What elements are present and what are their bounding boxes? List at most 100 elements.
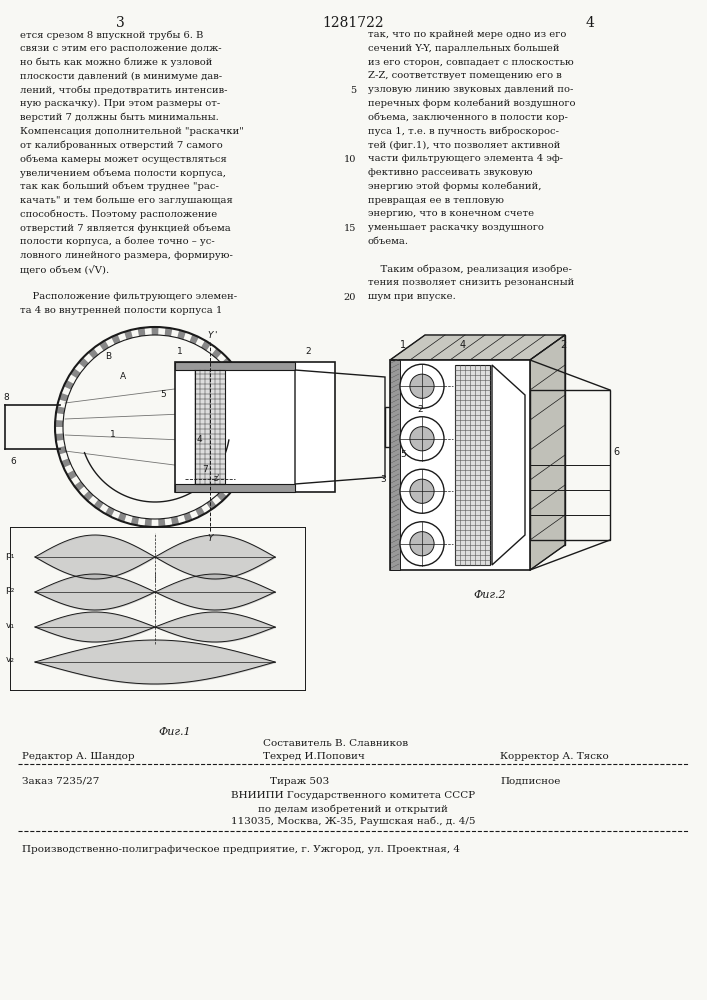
Text: та 4 во внутренней полости корпуса 1: та 4 во внутренней полости корпуса 1: [20, 306, 223, 315]
Text: 4: 4: [585, 16, 595, 30]
Text: ется срезом 8 впускной трубы 6. В: ется срезом 8 впускной трубы 6. В: [20, 30, 204, 39]
Text: Производственно-полиграфическое предприятие, г. Ужгород, ул. Проектная, 4: Производственно-полиграфическое предприя…: [22, 845, 460, 854]
Bar: [175, 484, 295, 492]
Text: 4: 4: [197, 435, 203, 444]
Polygon shape: [206, 499, 216, 510]
Text: объема.: объема.: [368, 237, 409, 246]
Text: 20: 20: [344, 293, 356, 302]
Text: Расположение фильтрующего элемен-: Расположение фильтрующего элемен-: [20, 292, 237, 301]
Polygon shape: [530, 335, 565, 570]
Text: качать" и тем больше его заглушающая: качать" и тем больше его заглушающая: [20, 196, 233, 205]
Text: сечений Y-Y, параллельных большей: сечений Y-Y, параллельных большей: [368, 44, 559, 53]
Text: шум при впуске.: шум при впуске.: [368, 292, 456, 301]
Polygon shape: [55, 420, 63, 427]
Text: 2: 2: [305, 347, 310, 356]
Text: энергию, что в конечном счете: энергию, что в конечном счете: [368, 209, 534, 218]
Text: p₁: p₁: [6, 550, 15, 560]
Text: v₂: v₂: [6, 656, 15, 664]
Text: 4: 4: [460, 340, 466, 350]
Polygon shape: [117, 512, 127, 522]
Text: 2: 2: [417, 405, 423, 414]
Polygon shape: [390, 335, 565, 360]
Text: пуса 1, т.е. в пучность виброскорос-: пуса 1, т.е. в пучность виброскорос-: [368, 127, 559, 136]
Text: A: A: [120, 372, 126, 381]
Text: объема камеры может осуществляться: объема камеры может осуществляться: [20, 154, 227, 164]
Text: полости корпуса, а более точно – ус-: полости корпуса, а более точно – ус-: [20, 237, 215, 246]
Text: ловного линейного размера, формирую-: ловного линейного размера, формирую-: [20, 251, 233, 260]
Polygon shape: [189, 334, 199, 344]
Polygon shape: [88, 348, 98, 359]
Polygon shape: [233, 470, 243, 480]
Polygon shape: [226, 481, 236, 491]
Text: от калиброванных отверстий 7 самого: от калиброванных отверстий 7 самого: [20, 140, 223, 150]
Polygon shape: [165, 328, 173, 336]
Polygon shape: [83, 491, 93, 501]
Text: объема, заключенного в полости кор-: объема, заключенного в полости кор-: [368, 113, 568, 122]
Polygon shape: [247, 420, 255, 427]
Polygon shape: [151, 327, 158, 335]
Polygon shape: [183, 512, 192, 522]
Text: 2: 2: [560, 340, 566, 350]
Text: ВНИИПИ Государственного комитета СССР: ВНИИПИ Государственного комитета СССР: [231, 791, 475, 800]
Text: 6: 6: [613, 447, 619, 457]
Text: 1: 1: [177, 347, 182, 356]
Text: Корректор А. Тяско: Корректор А. Тяско: [500, 752, 609, 761]
Bar: [530, 390, 610, 540]
Text: Компенсация дополнительной "раскачки": Компенсация дополнительной "раскачки": [20, 127, 244, 136]
Polygon shape: [245, 406, 254, 414]
Text: B: B: [105, 352, 111, 361]
Polygon shape: [66, 470, 77, 480]
Text: связи с этим его расположение долж-: связи с этим его расположение долж-: [20, 44, 221, 53]
Polygon shape: [55, 433, 64, 441]
Polygon shape: [216, 491, 227, 501]
Text: Редактор А. Шандор: Редактор А. Шандор: [22, 752, 134, 761]
Text: Заказ 7235/27: Заказ 7235/27: [22, 777, 100, 786]
Text: лений, чтобы предотвратить интенсив-: лений, чтобы предотвратить интенсив-: [20, 85, 228, 95]
Bar: [195, 370, 225, 484]
Circle shape: [400, 522, 444, 566]
Text: превращая ее в тепловую: превращая ее в тепловую: [368, 196, 504, 205]
Text: Y: Y: [207, 534, 213, 543]
Text: перечных форм колебаний воздушного: перечных форм колебаний воздушного: [368, 99, 575, 108]
Polygon shape: [124, 330, 133, 340]
Text: Техред И.Попович: Техред И.Попович: [263, 752, 365, 761]
Polygon shape: [230, 368, 240, 378]
Text: щего объем (√V).: щего объем (√V).: [20, 265, 109, 274]
Polygon shape: [195, 507, 205, 517]
Text: 3: 3: [116, 16, 124, 30]
Text: части фильтрующего элемента 4 эф-: части фильтрующего элемента 4 эф-: [368, 154, 563, 163]
Bar: [390, 360, 400, 570]
Text: 5: 5: [400, 450, 406, 459]
Text: энергию этой формы колебаний,: энергию этой формы колебаний,: [368, 182, 542, 191]
Text: 15: 15: [344, 224, 356, 233]
Text: 10: 10: [344, 155, 356, 164]
Text: так, что по крайней мере одно из его: так, что по крайней мере одно из его: [368, 30, 566, 39]
Text: увеличением объема полости корпуса,: увеличением объема полости корпуса,: [20, 168, 226, 178]
Polygon shape: [246, 433, 255, 441]
Polygon shape: [243, 446, 253, 455]
Text: 113035, Москва, Ж-35, Раушская наб., д. 4/5: 113035, Москва, Ж-35, Раушская наб., д. …: [230, 817, 475, 826]
Text: ': ': [214, 331, 216, 340]
Text: по делам изобретений и открытий: по делам изобретений и открытий: [258, 804, 448, 814]
Polygon shape: [221, 358, 232, 368]
Polygon shape: [105, 507, 115, 517]
Polygon shape: [61, 458, 71, 468]
Text: Z-Z, соответствует помещению его в: Z-Z, соответствует помещению его в: [368, 71, 562, 80]
Circle shape: [410, 374, 434, 398]
Polygon shape: [201, 340, 211, 351]
Polygon shape: [64, 380, 74, 390]
Polygon shape: [177, 330, 186, 340]
Bar: [455, 365, 490, 565]
Polygon shape: [70, 368, 81, 378]
Bar: [425, 335, 565, 545]
Polygon shape: [236, 380, 246, 390]
Polygon shape: [111, 334, 120, 344]
Polygon shape: [242, 393, 251, 402]
Polygon shape: [78, 358, 89, 368]
Text: способность. Поэтому расположение: способность. Поэтому расположение: [20, 209, 217, 219]
Circle shape: [410, 427, 434, 451]
Text: 6: 6: [10, 457, 16, 466]
Text: 5: 5: [160, 390, 165, 399]
Polygon shape: [99, 340, 109, 351]
Text: 1281722: 1281722: [322, 16, 384, 30]
